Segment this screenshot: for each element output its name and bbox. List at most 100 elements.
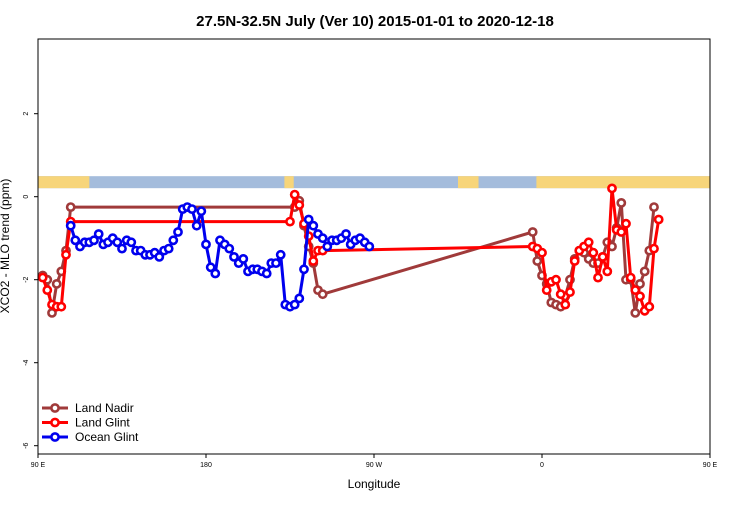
data-point (196, 206, 207, 217)
data-point (56, 301, 67, 312)
data-point (168, 235, 179, 246)
data-point (630, 307, 641, 318)
series-ocean-glint (65, 202, 375, 312)
data-point (583, 237, 594, 248)
data-point (308, 256, 319, 266)
legend-item: Ocean Glint (42, 430, 139, 444)
y-tick-label: -2 (23, 276, 30, 282)
data-point (65, 220, 76, 231)
series-layer (37, 183, 664, 318)
data-point (653, 214, 664, 225)
data-point (593, 272, 603, 283)
data-point (616, 227, 627, 237)
data-point (532, 256, 543, 266)
land-ocean-mask (38, 176, 710, 189)
x-tick-label: 90 E (703, 462, 718, 469)
data-point (117, 243, 127, 254)
data-point (649, 202, 659, 212)
data-point (541, 285, 552, 295)
data-point (635, 291, 645, 302)
data-point (163, 243, 174, 254)
data-point (341, 229, 351, 239)
series-land-nadir (37, 195, 659, 318)
data-point (289, 299, 300, 310)
data-point (187, 204, 197, 214)
y-tick-label: -6 (23, 442, 30, 448)
data-point (364, 241, 375, 252)
data-point (89, 235, 99, 246)
x-tick-label: 90 E (31, 462, 46, 469)
data-point (644, 301, 655, 312)
data-point (275, 249, 286, 260)
data-point (173, 227, 183, 237)
legend-swatch-marker (50, 417, 60, 428)
data-point (238, 253, 249, 264)
data-point (271, 258, 281, 268)
land-mask-segment (458, 176, 479, 189)
legend-swatch-marker (50, 432, 60, 442)
land-mask-segment (284, 176, 294, 189)
land-mask-segment (38, 176, 90, 189)
x-axis-label: Longitude (348, 477, 401, 491)
x-tick-label: 180 (200, 462, 212, 469)
data-point (625, 272, 636, 283)
data-point (555, 289, 566, 300)
data-point (210, 268, 221, 279)
data-point (42, 285, 53, 295)
data-point (308, 220, 319, 231)
legend-label: Land Nadir (75, 401, 134, 415)
data-point (560, 299, 571, 310)
data-point (588, 247, 599, 258)
data-point (569, 256, 580, 266)
chart-title: 27.5N-32.5N July (Ver 10) 2015-01-01 to … (196, 13, 554, 30)
data-point (607, 183, 617, 194)
data-point (126, 237, 137, 248)
data-point (317, 289, 328, 300)
data-point (630, 285, 641, 295)
x-axis: 90 E 180 90 W 0 90 E (31, 454, 718, 469)
data-point (289, 189, 300, 200)
data-point (224, 243, 235, 254)
data-point (303, 214, 314, 225)
x-tick-label: 0 (540, 462, 544, 469)
land-mask-segment (536, 176, 710, 189)
data-point (616, 197, 627, 208)
data-point (191, 220, 202, 231)
data-point (639, 266, 650, 277)
data-point (597, 251, 608, 262)
data-point (294, 293, 305, 304)
data-point (65, 202, 76, 212)
y-axis: -6 -4 -2 0 2 (23, 112, 38, 449)
x-tick-label: 90 W (366, 462, 383, 469)
y-axis-label: XCO2 - MLO trend (ppm) (0, 179, 12, 314)
data-point (635, 278, 645, 289)
legend-label: Ocean Glint (75, 430, 139, 444)
data-point (154, 251, 165, 262)
data-point (551, 274, 561, 285)
data-point (294, 200, 305, 210)
y-tick-label: 0 (23, 195, 30, 199)
data-point (261, 268, 272, 279)
legend-item: Land Glint (42, 416, 130, 430)
data-point (51, 278, 62, 289)
legend-label: Land Glint (75, 416, 130, 430)
data-point (602, 266, 613, 277)
data-point (649, 243, 659, 254)
data-point (527, 227, 538, 237)
data-point (70, 235, 81, 246)
data-point (537, 247, 547, 258)
data-point (322, 241, 333, 252)
data-point (112, 237, 123, 248)
data-point (205, 262, 216, 273)
y-tick-label: -4 (23, 359, 30, 365)
legend-swatch-marker (50, 403, 60, 413)
data-point (565, 287, 575, 297)
data-point (61, 249, 71, 260)
data-point (299, 264, 309, 275)
data-point (201, 239, 211, 250)
data-point (37, 272, 48, 283)
data-point (93, 229, 104, 239)
data-point (317, 233, 328, 244)
